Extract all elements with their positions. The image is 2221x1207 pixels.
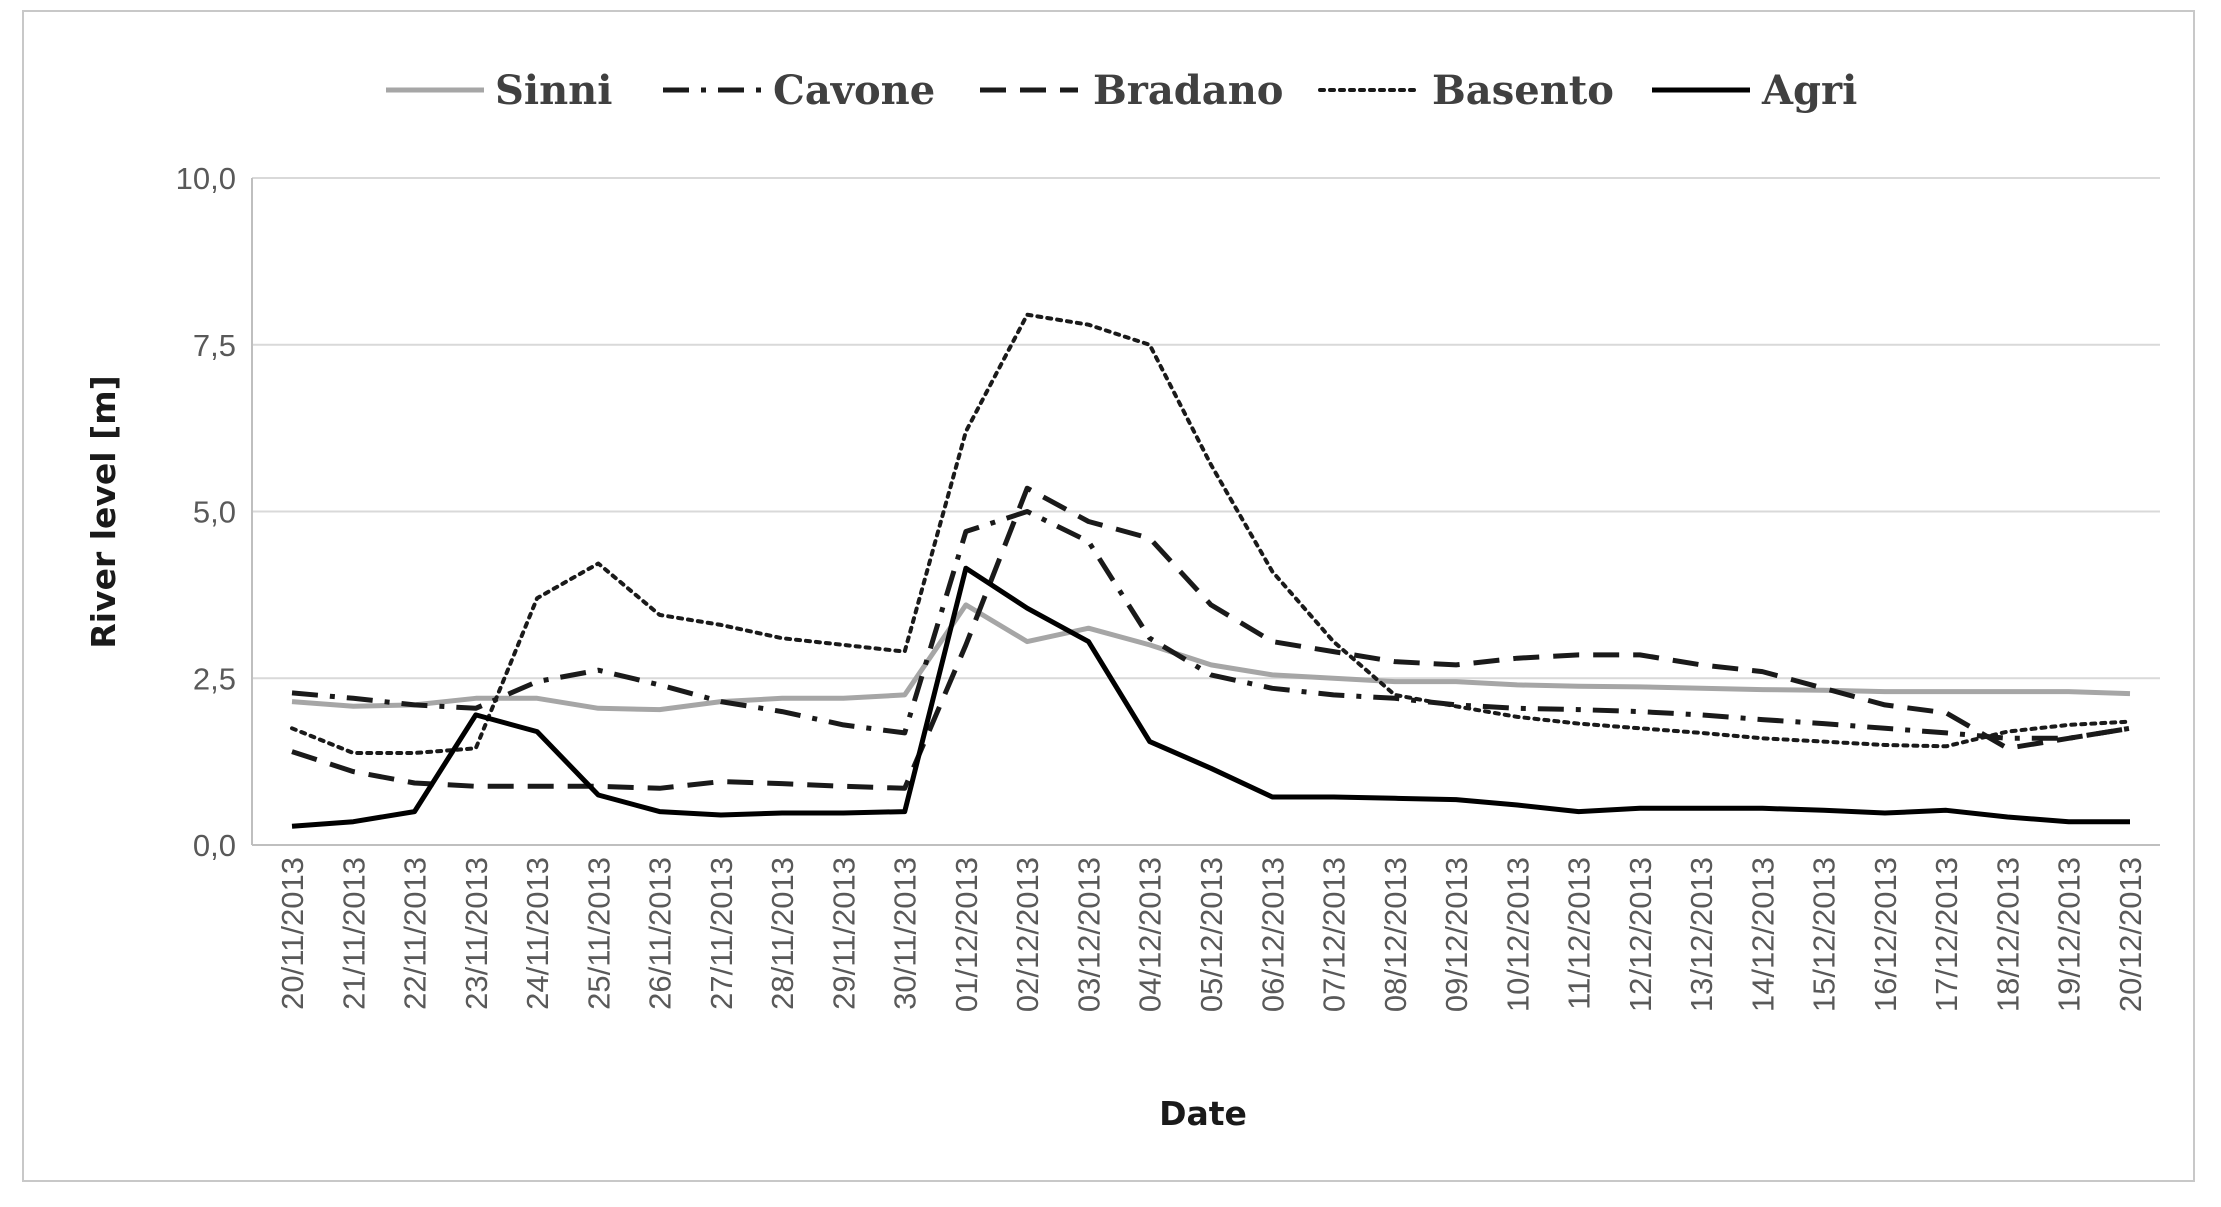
x-tick-label: 20/12/2013 [2113,857,2148,1012]
y-tick-label: 5,0 [193,495,236,530]
legend: Sinni Cavone Bradano Basento Agri [386,67,1857,114]
series-agri [291,565,2130,829]
series-bradano [291,485,2131,791]
x-tick-label: 12/12/2013 [1623,857,1658,1012]
series-line-bradano [291,485,2131,791]
legend-label: Cavone [773,67,935,114]
series-cavone [291,509,2131,741]
x-tick-label: 05/12/2013 [1194,857,1229,1012]
x-tick-label: 29/11/2013 [826,857,861,1010]
x-tick-label: 17/12/2013 [1929,857,1964,1012]
x-axis-title: Date [1159,1094,1247,1133]
x-tick-label: 07/12/2013 [1317,857,1352,1012]
y-tick-label: 10,0 [176,161,236,196]
series-sinni [291,602,2131,713]
x-tick-label: 04/12/2013 [1133,857,1168,1012]
axes [251,178,2160,846]
x-tick-label: 08/12/2013 [1378,857,1413,1012]
legend-item-basento: Basento [1318,67,1614,114]
x-tick-label: 03/12/2013 [1071,857,1106,1012]
y-tick-labels: 0,0 2,5 5,0 7,5 10,0 [176,161,236,863]
y-tick-label: 0,0 [193,828,236,863]
x-tick-label: 27/11/2013 [704,857,739,1010]
x-tick-label: 22/11/2013 [398,857,433,1010]
x-tick-label: 26/11/2013 [643,857,678,1010]
series-line-sinni [291,602,2131,713]
legend-label: Agri [1761,67,1857,114]
x-tick-label: 24/11/2013 [520,857,555,1010]
x-tick-label: 20/11/2013 [275,857,310,1010]
x-tick-label: 01/12/2013 [949,857,984,1012]
legend-item-sinni: Sinni [386,67,612,114]
x-tick-label: 10/12/2013 [1500,857,1535,1012]
x-tick-label: 28/11/2013 [765,857,800,1010]
series-basento [290,312,2132,755]
x-tick-label: 19/12/2013 [2052,857,2087,1012]
series-lines [290,312,2132,829]
legend-item-agri: Agri [1652,67,1857,114]
x-tick-label: 23/11/2013 [459,857,494,1010]
x-tick-label: 21/11/2013 [336,857,371,1010]
x-tick-label: 02/12/2013 [1010,857,1045,1012]
x-tick-label: 06/12/2013 [1255,857,1290,1012]
series-line-agri [291,565,2130,829]
y-tick-label: 2,5 [193,661,236,696]
x-tick-label: 18/12/2013 [1990,857,2025,1012]
x-tick-label: 13/12/2013 [1684,857,1719,1012]
series-line-basento [290,312,2132,755]
y-tick-label: 7,5 [193,328,236,363]
legend-label: Bradano [1093,67,1283,114]
x-tick-label: 11/12/2013 [1562,857,1597,1010]
x-tick-label: 16/12/2013 [1868,857,1903,1012]
series-line-cavone [291,509,2131,741]
legend-label: Sinni [495,67,612,114]
y-axis-title: River level [m] [84,375,123,648]
x-tick-labels: 20/11/2013 21/11/2013 22/11/2013 23/11/2013… [275,857,2148,1012]
x-tick-label: 15/12/2013 [1807,857,1842,1012]
chart-frame [22,10,2195,1182]
x-tick-label: 25/11/2013 [581,857,616,1010]
x-tick-label: 09/12/2013 [1439,857,1474,1012]
x-tick-label: 30/11/2013 [888,857,923,1010]
legend-item-cavone: Cavone [663,67,935,114]
legend-label: Basento [1432,67,1614,114]
x-tick-label: 14/12/2013 [1745,857,1780,1012]
legend-item-bradano: Bradano [980,67,1283,114]
